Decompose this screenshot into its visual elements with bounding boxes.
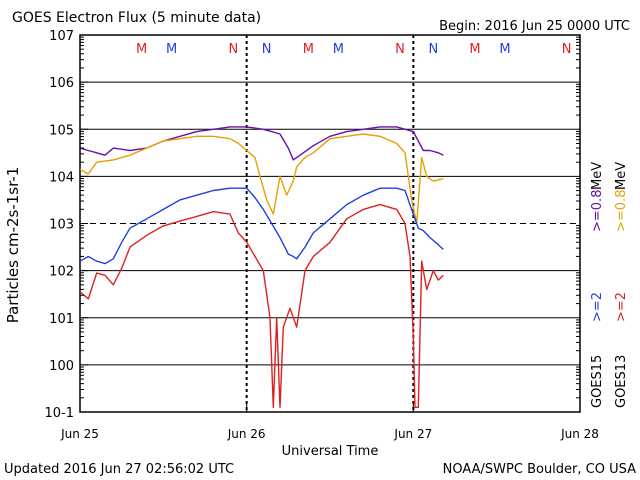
series-line-0 [79, 126, 444, 161]
begin-time: Begin: 2016 Jun 25 0000 UTC [439, 19, 630, 34]
x-tick-label-3: Jun 28 [560, 427, 599, 441]
marker-10: N [562, 42, 572, 57]
y-tick-label-8: 107 [49, 29, 74, 44]
marker-7: N [428, 42, 438, 57]
series-line-2 [79, 187, 444, 265]
legend-goes13: GOES13 [614, 355, 629, 408]
y-tick-label-4: 103 [49, 218, 74, 233]
x-tick-label-0: Jun 25 [60, 427, 99, 441]
marker-1: M [166, 42, 177, 57]
x-tick-label-1: Jun 26 [227, 427, 266, 441]
chart-title: GOES Electron Flux (5 minute data) [12, 10, 261, 26]
legend-unit-2: MeV [614, 162, 629, 190]
y-tick-label-0: 10-1 [44, 406, 74, 421]
x-axis-ticks: Jun 25 Jun 26 Jun 27 Jun 28 [60, 404, 599, 441]
legend-goes15-08mev: >=0.8 [590, 190, 605, 232]
marker-3: N [262, 42, 272, 57]
y-axis-label: Particles cm-2s-1sr-1 [4, 167, 22, 324]
marker-5: M [333, 42, 344, 57]
series-line-3 [79, 203, 444, 408]
legend-goes15-2mev: >=2 [590, 292, 605, 322]
credit: NOAA/SWPC Boulder, CO USA [443, 462, 636, 477]
series-layer [79, 126, 444, 408]
y-tick-label-5: 104 [49, 170, 74, 185]
legend-unit-1: MeV [590, 162, 605, 190]
marker-6: N [395, 42, 405, 57]
marker-0: M [136, 42, 147, 57]
y-tick-label-6: 105 [49, 123, 74, 138]
marker-4: M [303, 42, 314, 57]
marker-2: N [228, 42, 238, 57]
marker-9: M [499, 42, 510, 57]
y-tick-label-2: 101 [49, 312, 74, 327]
x-axis-label: Universal Time [282, 444, 379, 459]
x-tick-label-2: Jun 27 [393, 427, 432, 441]
legend-goes13-08mev: >=0.8 [614, 190, 629, 232]
y-tick-label-1: 100 [49, 359, 74, 374]
legend-goes13-2mev: >=2 [614, 292, 629, 322]
y-tick-label-3: 102 [49, 265, 74, 280]
legend: GOES15 GOES13 >=2 >=0.8 >=2 >=0.8 MeV Me… [590, 162, 629, 408]
legend-goes15: GOES15 [590, 355, 605, 408]
series-line-1 [79, 133, 444, 225]
y-tick-label-7: 106 [49, 76, 74, 91]
updated-time: Updated 2016 Jun 27 02:56:02 UTC [4, 462, 234, 477]
y-axis-ticks: 10-1 100 101 102 103 104 105 106 107 [44, 29, 580, 421]
marker-8: M [469, 42, 480, 57]
